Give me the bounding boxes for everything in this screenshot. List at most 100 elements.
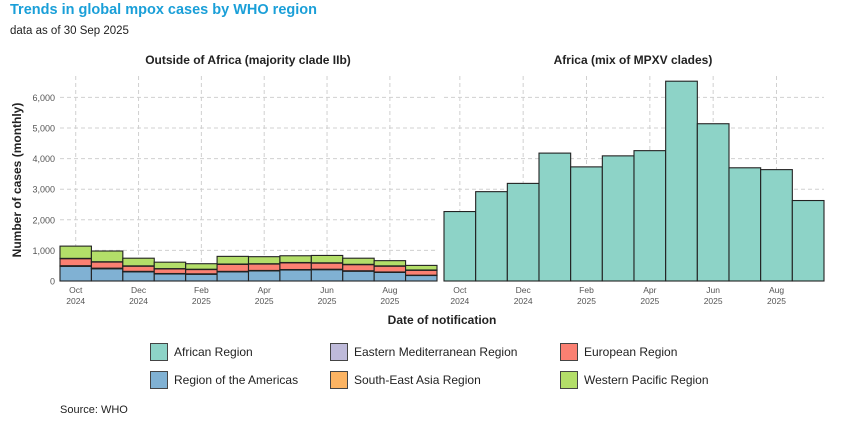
panel-title-left: Outside of Africa (majority clade IIb)	[145, 53, 351, 67]
legend-swatch	[330, 343, 348, 361]
x-tick-label-year: 2024	[129, 296, 148, 306]
bar-european-8	[310, 262, 344, 270]
x-tick-label-month: Aug	[382, 285, 397, 295]
bar-western_pacific-11	[405, 264, 438, 271]
bar-european-2	[122, 265, 155, 272]
bar-americas-0	[59, 265, 92, 282]
x-tick-label-year: 2025	[577, 296, 596, 306]
bar-western_pacific-10	[373, 260, 407, 267]
x-tick-label-year: 2024	[66, 296, 85, 306]
legend: African Region Eastern Mediterranean Regi…	[150, 343, 770, 399]
x-tick-label-month: Oct	[69, 285, 83, 295]
x-tick-label-year: 2025	[192, 296, 211, 306]
bar-americas-8	[310, 269, 344, 282]
bar-western_pacific-7	[279, 255, 312, 264]
x-tick-label-month: Feb	[579, 285, 594, 295]
legend-item-european: European Region	[560, 343, 677, 361]
legend-label: African Region	[174, 345, 253, 359]
bar-western_pacific-0	[59, 245, 92, 259]
bar-european-11	[405, 269, 438, 276]
x-axis-label: Date of notification	[388, 313, 497, 327]
y-axis-label: Number of cases (monthly)	[10, 103, 24, 258]
legend-swatch	[150, 343, 168, 361]
x-tick-label-month: Oct	[453, 285, 467, 295]
bar-americas-2	[122, 271, 155, 282]
legend-swatch	[330, 371, 348, 389]
legend-item-eastern_mediterranean: Eastern Mediterranean Region	[330, 343, 517, 361]
bar-european-1	[90, 261, 124, 269]
legend-item-western_pacific: Western Pacific Region	[560, 371, 709, 389]
bar-african-4	[570, 166, 603, 282]
bar-african-8	[696, 123, 730, 282]
bar-americas-6	[247, 270, 281, 282]
bar-european-4	[185, 268, 218, 275]
figure-subtitle: data as of 30 Sep 2025	[10, 25, 129, 37]
bar-african-11	[791, 199, 825, 282]
x-tick-label-month: Feb	[194, 285, 209, 295]
legend-swatch	[560, 371, 578, 389]
bar-americas-11	[405, 274, 438, 282]
x-tick-label-year: 2025	[380, 296, 399, 306]
x-tick-label-month: Jun	[706, 285, 720, 295]
bar-western_pacific-3	[153, 261, 187, 270]
y-tick-label: 1,000	[32, 246, 55, 256]
bar-african-9	[728, 167, 762, 282]
legend-item-african: African Region	[150, 343, 253, 361]
bar-african-10	[760, 169, 793, 282]
bar-african-0	[443, 210, 477, 282]
legend-item-south_east_asia: South-East Asia Region	[330, 371, 481, 389]
bar-americas-10	[373, 271, 407, 282]
x-tick-label-year: 2025	[640, 296, 659, 306]
legend-label: Western Pacific Region	[584, 373, 709, 387]
x-tick-label-year: 2025	[704, 296, 723, 306]
bar-western_pacific-9	[342, 257, 375, 265]
bar-americas-9	[342, 270, 375, 282]
y-tick-label: 6,000	[32, 93, 55, 103]
x-tick-label-month: Aug	[769, 285, 784, 295]
bar-western_pacific-1	[90, 250, 124, 263]
x-tick-label-year: 2025	[318, 296, 337, 306]
bar-european-9	[342, 264, 375, 272]
bar-african-3	[538, 152, 572, 282]
legend-label: South-East Asia Region	[354, 373, 481, 387]
bar-african-5	[601, 155, 635, 282]
y-tick-label: 0	[50, 277, 55, 287]
bar-european-6	[247, 263, 281, 271]
bar-americas-1	[90, 268, 124, 282]
x-tick-label-year: 2024	[450, 296, 469, 306]
bar-european-0	[59, 258, 92, 267]
x-tick-label-month: Jun	[320, 285, 334, 295]
x-tick-label-month: Apr	[258, 285, 271, 295]
x-tick-label-month: Dec	[516, 285, 532, 295]
bar-european-3	[153, 268, 187, 275]
legend-label: Eastern Mediterranean Region	[354, 345, 518, 359]
bar-western_pacific-2	[122, 257, 155, 267]
bar-western_pacific-5	[216, 255, 250, 265]
bar-european-10	[373, 265, 407, 273]
bar-european-5	[216, 263, 250, 272]
y-tick-label: 3,000	[32, 185, 55, 195]
legend-item-americas: Region of the Americas	[150, 371, 298, 389]
bar-western_pacific-8	[310, 254, 344, 264]
legend-label: Region of the Americas	[174, 373, 299, 387]
bar-americas-4	[185, 273, 218, 282]
legend-swatch	[150, 371, 168, 389]
x-tick-label-month: Dec	[131, 285, 147, 295]
bar-african-6	[633, 150, 667, 282]
bar-african-1	[475, 191, 508, 282]
bar-african-2	[506, 182, 540, 282]
bar-african-7	[665, 80, 698, 282]
x-tick-label-year: 2024	[514, 296, 533, 306]
panel-title-right: Africa (mix of MPXV clades)	[554, 53, 713, 67]
y-tick-label: 5,000	[32, 124, 55, 134]
bar-americas-3	[153, 273, 187, 282]
bar-americas-5	[216, 271, 250, 282]
bar-european-7	[279, 262, 312, 271]
bar-western_pacific-6	[247, 256, 281, 265]
figure-title: Trends in global mpox cases by WHO regio…	[10, 2, 317, 18]
bar-western_pacific-4	[185, 263, 218, 270]
legend-swatch	[560, 343, 578, 361]
bar-americas-7	[279, 269, 312, 282]
x-tick-label-year: 2025	[255, 296, 274, 306]
